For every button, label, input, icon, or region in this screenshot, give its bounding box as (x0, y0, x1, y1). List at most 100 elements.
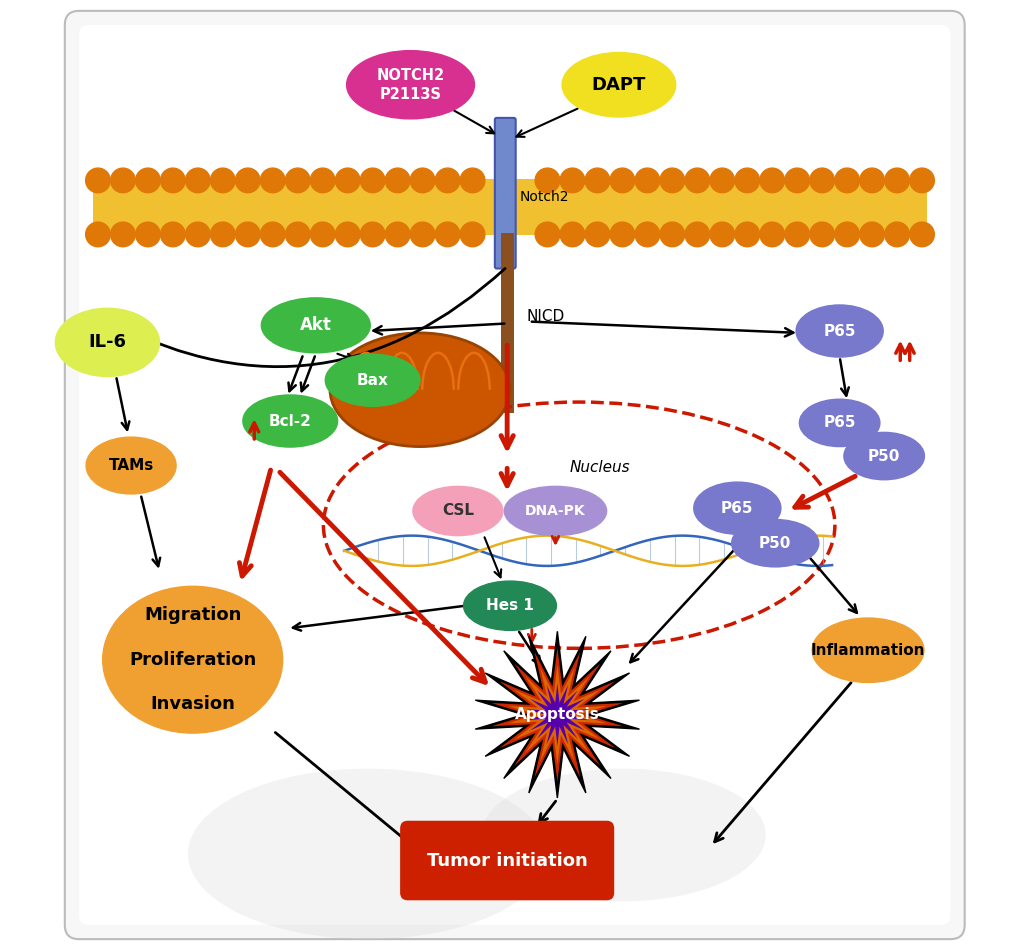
Text: Inflammation: Inflammation (810, 643, 924, 657)
FancyBboxPatch shape (78, 25, 950, 925)
Circle shape (809, 222, 834, 247)
Circle shape (559, 168, 584, 193)
Text: NICD: NICD (526, 310, 564, 324)
Ellipse shape (843, 432, 923, 480)
Circle shape (86, 222, 110, 247)
Circle shape (136, 168, 160, 193)
Circle shape (110, 168, 136, 193)
Text: Bax: Bax (357, 372, 388, 388)
Ellipse shape (799, 399, 879, 446)
Ellipse shape (503, 486, 606, 536)
FancyBboxPatch shape (500, 234, 514, 413)
Circle shape (210, 222, 235, 247)
Ellipse shape (413, 486, 502, 536)
Circle shape (160, 222, 185, 247)
FancyBboxPatch shape (93, 180, 926, 236)
Circle shape (659, 168, 684, 193)
Text: Akt: Akt (300, 316, 331, 334)
Circle shape (160, 168, 185, 193)
Circle shape (834, 168, 859, 193)
Circle shape (685, 222, 709, 247)
Circle shape (235, 168, 260, 193)
Ellipse shape (463, 581, 556, 631)
Text: IL-6: IL-6 (89, 333, 126, 352)
Circle shape (185, 222, 210, 247)
Circle shape (883, 168, 909, 193)
Ellipse shape (55, 309, 159, 376)
Circle shape (285, 222, 310, 247)
Text: TAMs: TAMs (108, 458, 154, 473)
Circle shape (834, 222, 859, 247)
Text: DAPT: DAPT (591, 76, 645, 94)
Text: P50: P50 (867, 448, 900, 464)
Circle shape (535, 222, 559, 247)
Circle shape (735, 168, 759, 193)
Circle shape (335, 222, 360, 247)
Circle shape (235, 222, 260, 247)
Text: P65: P65 (720, 501, 753, 516)
FancyBboxPatch shape (399, 821, 613, 901)
Circle shape (559, 222, 584, 247)
Circle shape (883, 222, 909, 247)
Polygon shape (526, 683, 588, 747)
Circle shape (759, 168, 784, 193)
Circle shape (285, 168, 310, 193)
Circle shape (360, 222, 384, 247)
Circle shape (460, 222, 484, 247)
Circle shape (260, 168, 284, 193)
Text: CSL: CSL (441, 504, 474, 519)
FancyBboxPatch shape (65, 10, 964, 940)
Text: Nucleus: Nucleus (570, 460, 630, 475)
Text: P65: P65 (822, 415, 855, 430)
FancyBboxPatch shape (494, 118, 516, 269)
Circle shape (635, 222, 659, 247)
Circle shape (86, 168, 110, 193)
Circle shape (360, 168, 384, 193)
Polygon shape (491, 648, 623, 781)
Polygon shape (475, 632, 639, 798)
Ellipse shape (86, 437, 176, 494)
Circle shape (685, 168, 709, 193)
Circle shape (310, 168, 334, 193)
Circle shape (585, 222, 609, 247)
Ellipse shape (325, 354, 420, 407)
Ellipse shape (811, 618, 923, 682)
Ellipse shape (346, 50, 474, 119)
Circle shape (410, 222, 434, 247)
Circle shape (460, 168, 484, 193)
Circle shape (335, 168, 360, 193)
Ellipse shape (731, 520, 818, 567)
Circle shape (859, 168, 883, 193)
Circle shape (609, 168, 634, 193)
Circle shape (435, 222, 460, 247)
Circle shape (784, 222, 809, 247)
Text: Tumor initiation: Tumor initiation (426, 851, 587, 869)
Circle shape (859, 222, 883, 247)
Circle shape (110, 222, 136, 247)
Polygon shape (507, 665, 606, 765)
Ellipse shape (187, 769, 547, 940)
Text: Hes 1: Hes 1 (486, 598, 533, 613)
Circle shape (635, 168, 659, 193)
Ellipse shape (243, 395, 337, 447)
Circle shape (410, 168, 434, 193)
Text: NOTCH2
P2113S: NOTCH2 P2113S (376, 68, 444, 102)
Circle shape (909, 222, 933, 247)
Circle shape (310, 222, 334, 247)
Circle shape (909, 168, 933, 193)
Circle shape (784, 168, 809, 193)
Text: P50: P50 (758, 536, 791, 551)
Circle shape (735, 222, 759, 247)
Ellipse shape (561, 52, 676, 117)
Circle shape (435, 168, 460, 193)
Circle shape (210, 168, 235, 193)
Circle shape (709, 168, 734, 193)
Ellipse shape (693, 482, 781, 534)
Text: DNA-PK: DNA-PK (525, 504, 585, 518)
Ellipse shape (103, 586, 282, 733)
Text: Apoptosis: Apoptosis (515, 707, 599, 722)
Circle shape (609, 222, 634, 247)
Circle shape (385, 168, 410, 193)
Text: Migration

Proliferation

Invasion: Migration Proliferation Invasion (129, 606, 256, 713)
Circle shape (759, 222, 784, 247)
